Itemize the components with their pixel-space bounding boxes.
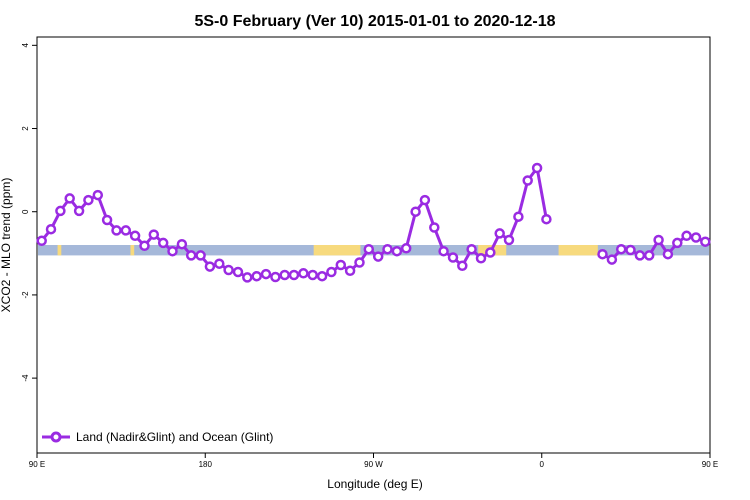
data-point [372, 251, 384, 262]
data-point [531, 162, 543, 174]
data-point [363, 243, 375, 255]
data-point [298, 268, 309, 279]
series-layer [36, 162, 711, 283]
data-point [242, 272, 253, 283]
x-tick-label: 90 W [364, 460, 383, 469]
data-point [344, 265, 356, 277]
data-point [176, 238, 188, 250]
data-point [615, 243, 627, 255]
data-point [195, 250, 206, 261]
data-point [700, 236, 711, 247]
data-point [288, 269, 300, 281]
data-point [260, 268, 272, 280]
legend-label: Land (Nadir&Glint) and Ocean (Glint) [76, 430, 273, 444]
data-point [335, 259, 347, 271]
data-point [316, 270, 328, 282]
data-point [606, 254, 618, 265]
data-point [157, 237, 169, 249]
y-axis: -4 -2 0 2 4 [21, 43, 37, 382]
data-point [419, 194, 431, 206]
data-point [653, 234, 664, 246]
legend: Land (Nadir&Glint) and Ocean (Glint) [42, 430, 273, 444]
x-tick-label: 90 E [29, 460, 45, 469]
data-point [120, 225, 132, 236]
data-point [429, 222, 440, 233]
data-point [503, 234, 515, 246]
data-point [101, 214, 113, 226]
x-axis-label: Longitude (deg E) [327, 477, 422, 491]
data-point [438, 245, 449, 257]
data-point [457, 260, 468, 272]
y-tick-label: -2 [21, 291, 30, 299]
data-point [204, 261, 216, 272]
data-point [382, 243, 393, 255]
land-segment [57, 245, 62, 256]
data-point [214, 258, 225, 269]
land-segment [130, 245, 135, 256]
data-point [279, 269, 290, 281]
data-point [326, 266, 337, 278]
y-tick-label: -4 [21, 374, 30, 382]
data-point [672, 237, 683, 249]
data-point [129, 230, 141, 242]
data-point [307, 269, 318, 281]
y-axis-label: XCO2 - MLO trend (ppm) [0, 178, 13, 313]
data-point [466, 243, 477, 255]
data-point [643, 250, 655, 261]
data-point [597, 248, 608, 260]
data-point [391, 245, 403, 257]
data-point [410, 206, 421, 217]
data-point [625, 244, 636, 256]
y-tick-label: 0 [21, 209, 30, 214]
data-point [36, 235, 47, 247]
data-point [662, 248, 674, 260]
data-point [634, 250, 646, 261]
land-segment [313, 245, 361, 256]
data-point [139, 240, 150, 252]
legend-point-marker [50, 431, 62, 443]
data-point [148, 229, 160, 240]
data-point [45, 223, 57, 235]
data-point [354, 257, 365, 268]
data-point [475, 253, 487, 264]
data-point [83, 194, 94, 206]
data-point [522, 175, 533, 186]
data-point [400, 243, 412, 254]
data-point [447, 252, 459, 263]
data-point [270, 271, 281, 283]
data-point [485, 247, 496, 258]
data-point [541, 213, 552, 225]
data-point [690, 232, 702, 243]
data-point [223, 264, 234, 276]
data-point [167, 245, 178, 257]
chart-title: 5S-0 February (Ver 10) 2015-01-01 to 202… [194, 13, 555, 30]
data-point [494, 228, 505, 239]
x-tick-label: 0 [540, 460, 545, 469]
data-point [251, 270, 262, 282]
data-point [513, 211, 524, 222]
data-point [92, 189, 104, 201]
data-point [111, 225, 122, 236]
data-point [55, 205, 66, 217]
data-point [73, 205, 85, 217]
x-tick-label: 180 [199, 460, 213, 469]
y-tick-label: 2 [21, 126, 30, 131]
data-point [64, 193, 75, 204]
x-axis: 90 E 180 90 W 0 90 E [29, 453, 718, 469]
data-point [232, 266, 244, 278]
x-tick-label: 90 E [702, 460, 718, 469]
data-point [185, 250, 197, 261]
data-point [681, 230, 692, 242]
y-tick-label: 4 [21, 43, 30, 48]
land-segment [558, 245, 598, 256]
